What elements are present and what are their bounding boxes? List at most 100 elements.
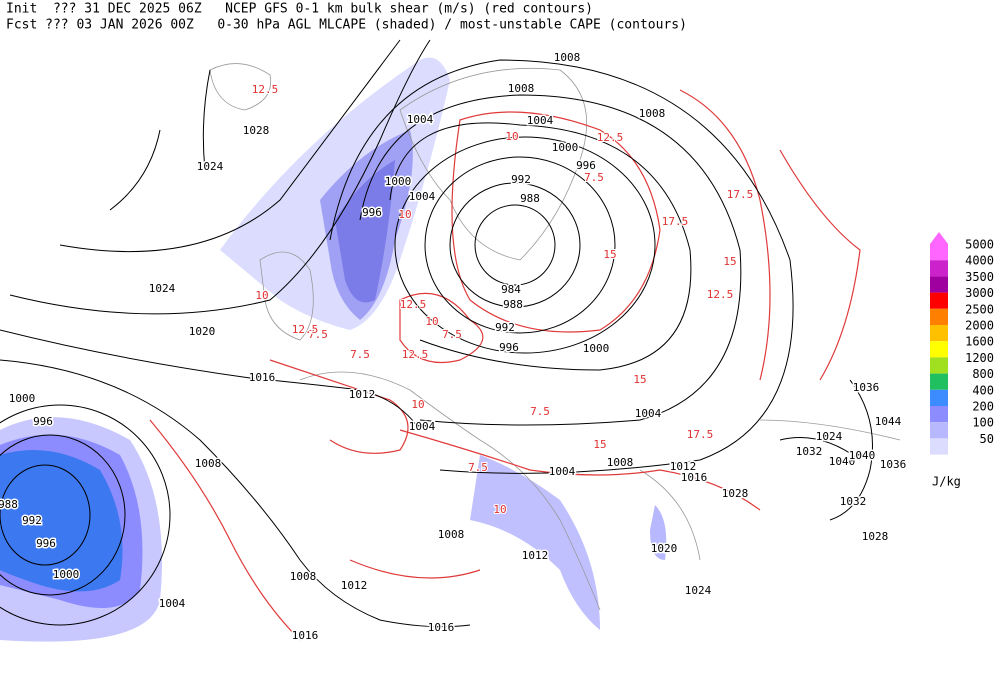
legend-swatch [930,292,948,309]
isobar [394,136,656,354]
isobar-label: 1016 [681,471,708,484]
isobar-label: 1008 [554,51,581,64]
isobar [0,464,91,566]
shear-label: 12.5 [400,298,427,311]
legend-label: 3000 [965,286,994,300]
coastline [209,63,272,111]
shear-label: 15 [603,248,616,261]
isobar [474,204,556,286]
isobar [329,59,794,474]
shear-label: 12.5 [707,288,734,301]
isobar-label: 1008 [607,456,634,469]
isobar-label: 1000 [9,392,36,405]
shear-label: 15 [593,438,606,451]
isobar [0,404,171,626]
isobar-label: 1032 [840,495,867,508]
isobar-label: 1004 [407,113,434,126]
isobar-label: 1024 [816,430,843,443]
isobar-label: 996 [499,341,519,354]
shear-label: 17.5 [687,428,714,441]
shear-contour [399,292,484,364]
isobar [59,39,401,253]
cape-area [335,160,395,303]
coastline [259,251,314,341]
isobar-label: 1016 [292,629,319,642]
coastlines [209,63,901,611]
isobar-label: 1000 [552,141,579,154]
isobar [0,329,421,431]
isobar [389,122,692,371]
isobar [0,434,126,596]
isobar [109,69,211,211]
isobar-label: 1016 [249,371,276,384]
shear-label: 10 [505,130,518,143]
isobar [449,182,581,308]
isobar-label: 1028 [862,530,889,543]
shear-label: 7.5 [530,405,550,418]
isobar-label: 1040 [849,449,876,462]
legend-label: 4000 [965,254,994,268]
legend-swatch [930,406,948,423]
isobar-label: 1024 [149,282,176,295]
shear-label: 15 [633,373,646,386]
legend-label: 2000 [965,319,994,333]
shear-label: 10 [493,503,506,516]
isobar-label: 992 [22,514,42,527]
cape-shading [0,57,667,642]
legend-unit: J/kg [932,475,961,489]
legend-label: 5000 [965,238,994,252]
isobar-label: 996 [36,537,56,550]
isobar-label: 1012 [349,388,376,401]
contour-labels: 1008 1008 1028 1024 1004 1004 1008 1000 996 992 98… [0,50,908,644]
cape-area [470,455,600,630]
isobar-label: 1008 [639,107,666,120]
isobar-label: 1024 [685,584,712,597]
isobar-label: 1008 [290,570,317,583]
legend-label: 200 [972,400,994,414]
isobar-label: 1020 [651,542,678,555]
legend-label: 50 [980,432,994,446]
header-line: Fcst ??? 03 JAN 2026 00Z 0-30 hPa AGL ML… [6,18,687,33]
cape-area [0,450,123,592]
shear-label: 15 [723,255,736,268]
shear-label: 7.5 [442,328,462,341]
isobar-label: 1036 [853,381,880,394]
isobar-label: 1028 [243,124,270,137]
shear-contours [149,89,861,641]
isobar-label: 1004 [409,190,436,203]
shear-contour [149,419,481,641]
isobar-label: 1044 [875,415,902,428]
isobar-label: 988 [0,498,18,511]
header-line: Init ??? 31 DEC 2025 06Z NCEP GFS 0-1 km… [6,2,593,17]
isobar-label: 1028 [722,487,749,500]
legend-label: 100 [972,416,994,430]
isobar-label: 1016 [428,621,455,634]
legend-swatch [930,276,948,293]
isobar-label: 1004 [527,114,554,127]
coastline [399,67,588,261]
legend-swatch [930,438,948,455]
isobar-label: 1032 [796,445,823,458]
isobar-label: 1000 [53,568,80,581]
isobar-label: 1024 [197,160,224,173]
isobar [359,94,742,426]
isobar [9,39,431,315]
legend-swatch [930,325,948,342]
shear-label: 12.5 [292,323,319,336]
isobar-label: 1004 [635,407,662,420]
isobar-label: 988 [520,192,540,205]
legend-swatch [930,357,948,374]
legend-swatch [930,389,948,406]
cape-area [650,505,667,560]
shear-contour [269,359,409,454]
shear-label: 17.5 [727,188,754,201]
isobar-label: 1000 [583,342,610,355]
isobar-label: 1036 [880,458,907,471]
isobar-label: 1008 [438,528,465,541]
legend-label: 2500 [965,302,994,316]
isobar-label: 992 [495,321,515,334]
legend-swatch [930,308,948,325]
shear-contour [779,149,861,381]
coastline [299,371,901,611]
